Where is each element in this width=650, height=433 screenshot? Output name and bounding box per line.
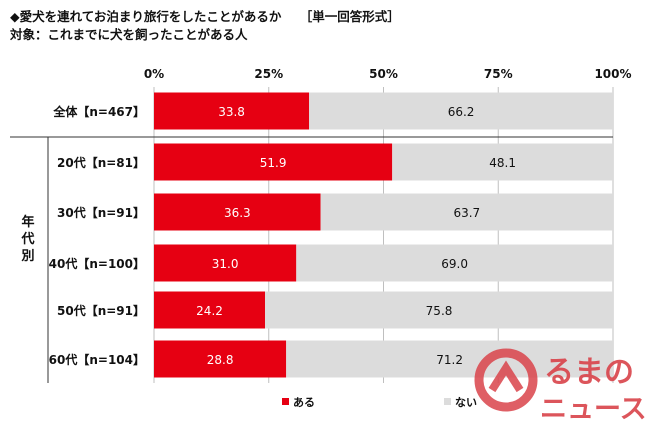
category-label: 30代【n=91】 bbox=[57, 205, 145, 220]
bar-segment bbox=[320, 193, 613, 231]
data-label: 33.8 bbox=[218, 105, 245, 119]
x-tick-label: 25% bbox=[254, 67, 283, 81]
legend-swatch bbox=[444, 398, 451, 405]
x-tick-label: 50% bbox=[369, 67, 398, 81]
category-label: 20代【n=81】 bbox=[57, 155, 145, 170]
bar-segment bbox=[154, 340, 287, 378]
data-label: 66.2 bbox=[448, 105, 475, 119]
bar-segment bbox=[154, 92, 310, 130]
chart-subtitle: 対象：これまでに犬を飼ったことがある人 bbox=[10, 27, 248, 42]
legend-swatch bbox=[282, 398, 289, 405]
group-label-char: 年 bbox=[21, 214, 34, 230]
logo-circle-icon bbox=[474, 348, 538, 412]
logo-text-line1: るまの bbox=[544, 355, 634, 390]
bar-segment bbox=[154, 291, 266, 329]
bar-segment bbox=[154, 193, 321, 231]
category-label: 60代【n=104】 bbox=[49, 352, 145, 367]
data-label: 75.8 bbox=[426, 304, 453, 318]
group-label-char: 別 bbox=[20, 249, 34, 264]
kurumano-news-logo: るまの ニュース bbox=[474, 348, 646, 425]
answer-format-label: ［単一回答形式］ bbox=[299, 9, 400, 24]
category-label: 50代【n=91】 bbox=[57, 303, 145, 318]
data-label: 36.3 bbox=[224, 206, 251, 220]
chart-title-line: ◆愛犬を連れてお泊まり旅行をしたことがあるか ［単一回答形式］ bbox=[10, 8, 400, 26]
legend-label: ある bbox=[293, 396, 315, 409]
bar-segment bbox=[286, 340, 613, 378]
data-label: 63.7 bbox=[453, 206, 480, 220]
bar-segment bbox=[154, 244, 297, 282]
data-label: 24.2 bbox=[196, 304, 223, 318]
data-label: 51.9 bbox=[260, 156, 287, 170]
logo-text-line2: ニュース bbox=[540, 394, 646, 425]
data-label: 31.0 bbox=[212, 257, 239, 271]
legend-label: ない bbox=[455, 396, 477, 409]
data-label: 48.1 bbox=[489, 156, 516, 170]
category-label: 全体【n=467】 bbox=[52, 104, 145, 119]
data-label: 69.0 bbox=[441, 257, 468, 271]
x-tick-label: 75% bbox=[484, 67, 513, 81]
bar-segment bbox=[296, 244, 613, 282]
category-label: 40代【n=100】 bbox=[49, 256, 145, 271]
bar-segment bbox=[392, 143, 613, 181]
x-tick-label: 100% bbox=[594, 67, 631, 81]
bar-segment bbox=[154, 143, 393, 181]
x-tick-label: 0% bbox=[144, 67, 164, 81]
bar-segment bbox=[265, 291, 613, 329]
chart-title: ◆愛犬を連れてお泊まり旅行をしたことがあるか bbox=[10, 9, 282, 24]
chart-title-block: ◆愛犬を連れてお泊まり旅行をしたことがあるか ［単一回答形式］ 対象：これまでに… bbox=[10, 8, 400, 44]
group-label-char: 代 bbox=[20, 231, 34, 247]
data-label: 71.2 bbox=[436, 353, 463, 367]
data-label: 28.8 bbox=[207, 353, 234, 367]
bar-segment bbox=[309, 92, 613, 130]
